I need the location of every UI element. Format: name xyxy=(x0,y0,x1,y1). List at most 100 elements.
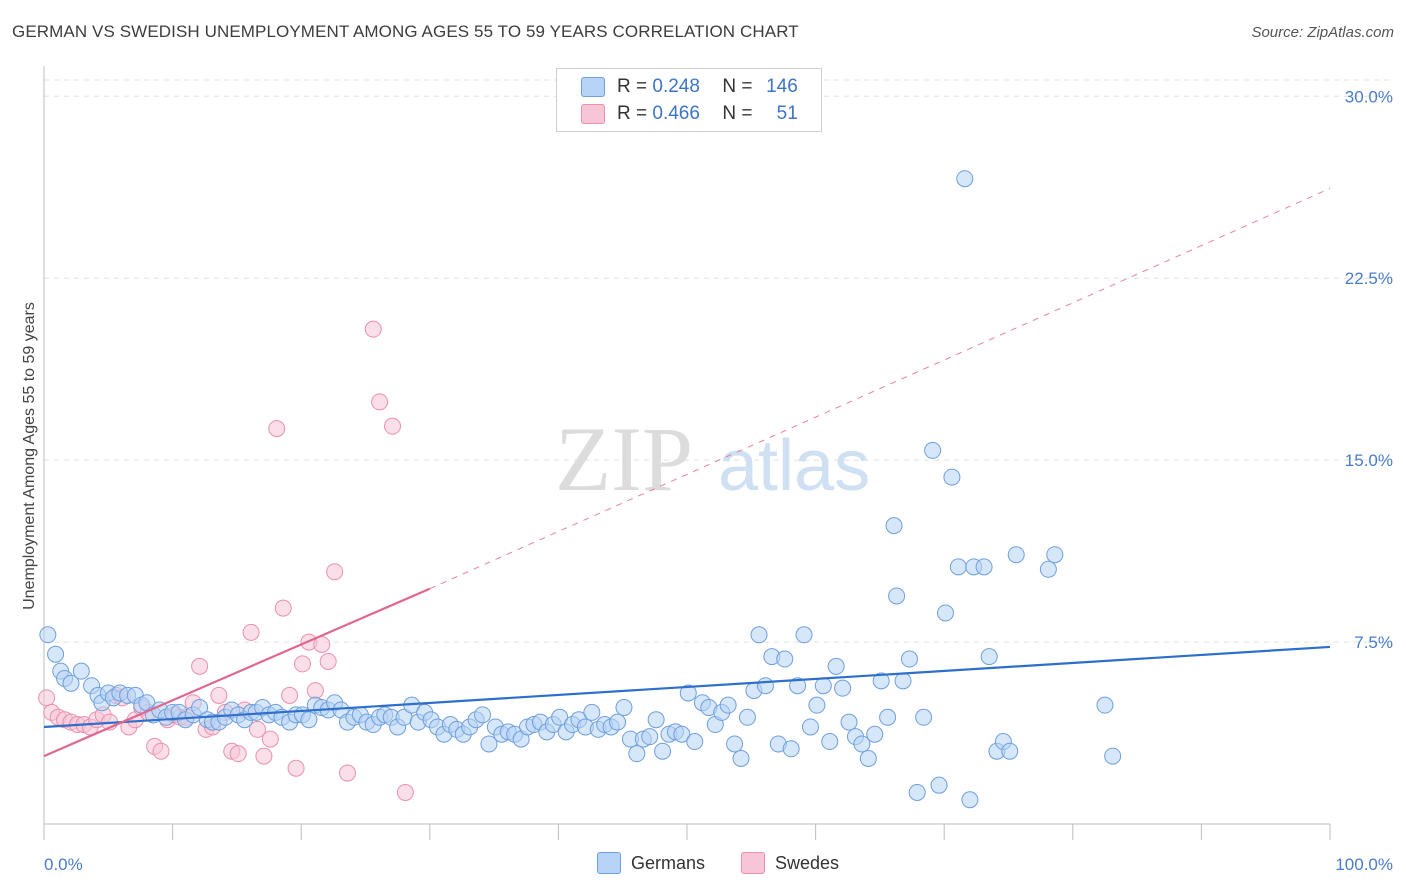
germans-points xyxy=(39,170,1122,809)
swede-point xyxy=(210,686,228,704)
legend-n-label: N = xyxy=(722,76,753,97)
swedes-trend-line xyxy=(43,587,431,758)
german-point xyxy=(859,750,877,768)
legend-row-swedes: R = 0.466 N = 51 xyxy=(581,101,798,127)
german-point xyxy=(1007,546,1025,564)
watermark: ZIP atlas xyxy=(555,408,870,510)
german-point xyxy=(1096,696,1114,714)
german-point xyxy=(789,677,807,695)
german-point xyxy=(647,711,665,729)
correlation-legend: R = 0.248 N = 146 R = 0.466 N = 51 xyxy=(556,68,822,132)
german-point xyxy=(776,650,794,668)
german-point xyxy=(641,728,659,746)
german-point xyxy=(719,696,737,714)
german-point xyxy=(853,735,871,753)
swedes-swatch xyxy=(581,104,605,124)
swede-point xyxy=(281,686,299,704)
legend-item-swedes[interactable]: Swedes xyxy=(741,852,839,874)
german-point xyxy=(1039,560,1057,578)
german-point xyxy=(821,733,839,751)
german-point xyxy=(956,170,974,188)
german-point xyxy=(732,750,750,768)
german-point xyxy=(961,791,979,809)
german-point xyxy=(1001,742,1019,760)
swede-point xyxy=(268,420,286,438)
x-tick-labels: 0.0% 100.0% xyxy=(44,855,1393,874)
swede-point xyxy=(326,563,344,581)
swede-point xyxy=(319,652,337,670)
german-point xyxy=(480,735,498,753)
swede-point xyxy=(229,745,247,763)
swede-point xyxy=(396,783,414,801)
german-point xyxy=(915,708,933,726)
legend-r-value: 0.466 xyxy=(652,103,700,124)
legend-r-label: R = xyxy=(617,103,648,124)
german-point xyxy=(782,740,800,758)
y-tick-label: 15.0% xyxy=(1345,451,1393,470)
german-point xyxy=(1104,747,1122,765)
german-point xyxy=(72,662,90,680)
german-point xyxy=(628,745,646,763)
y-tick-label: 30.0% xyxy=(1345,87,1393,106)
german-point xyxy=(975,558,993,576)
germans-legend-label: Germans xyxy=(631,852,706,873)
y-tick-label: 7.5% xyxy=(1354,633,1393,652)
german-point xyxy=(980,648,998,666)
y-tick-label: 22.5% xyxy=(1345,269,1393,288)
german-point xyxy=(39,626,57,644)
german-point xyxy=(191,699,209,717)
swede-point xyxy=(248,720,266,738)
swedes-points xyxy=(38,320,414,801)
german-point xyxy=(686,733,704,751)
swede-point xyxy=(306,682,324,700)
legend-n-label: N = xyxy=(722,103,753,124)
legend-r-label: R = xyxy=(617,76,648,97)
swede-point xyxy=(191,657,209,675)
german-point xyxy=(900,650,918,668)
swedes-legend-label: Swedes xyxy=(775,852,840,873)
chart-title: GERMAN VS SWEDISH UNEMPLOYMENT AMONG AGE… xyxy=(12,22,799,41)
swede-point xyxy=(261,730,279,748)
german-point xyxy=(738,708,756,726)
german-point xyxy=(474,706,492,724)
german-point xyxy=(930,776,948,794)
germans-trend-line xyxy=(43,645,1331,729)
swede-point xyxy=(364,320,382,338)
german-point xyxy=(615,699,633,717)
german-point xyxy=(654,742,672,760)
germans-legend-swatch xyxy=(597,852,621,874)
legend-n-value: 146 xyxy=(766,76,798,97)
x-tick-label: 100.0% xyxy=(1335,855,1393,874)
german-point xyxy=(872,672,890,690)
legend-r-value: 0.248 xyxy=(652,76,700,97)
swedes-trend-line xyxy=(429,187,1331,590)
german-point xyxy=(908,783,926,801)
german-point xyxy=(834,679,852,697)
german-point xyxy=(673,725,691,743)
swedes-legend-swatch xyxy=(741,852,765,874)
legend-item-germans[interactable]: Germans xyxy=(597,852,705,874)
swede-point xyxy=(38,689,56,707)
german-point xyxy=(583,703,601,721)
swede-point xyxy=(293,655,311,673)
german-point xyxy=(936,604,954,622)
x-tick-label: 0.0% xyxy=(44,855,83,874)
german-point xyxy=(756,677,774,695)
german-point xyxy=(750,626,768,644)
german-point xyxy=(726,735,744,753)
german-point xyxy=(808,696,826,714)
swede-point xyxy=(384,417,402,435)
swede-point xyxy=(152,742,170,760)
german-point xyxy=(62,674,80,692)
german-point xyxy=(300,711,318,729)
legend-n-value: 51 xyxy=(776,103,798,124)
german-point xyxy=(879,708,897,726)
swede-point xyxy=(242,623,260,641)
german-point xyxy=(679,684,697,702)
german-point xyxy=(47,645,65,663)
swede-point xyxy=(287,759,305,777)
trend-lines xyxy=(43,187,1331,758)
swede-point xyxy=(255,747,273,765)
legend-row-germans: R = 0.248 N = 146 xyxy=(581,74,798,100)
